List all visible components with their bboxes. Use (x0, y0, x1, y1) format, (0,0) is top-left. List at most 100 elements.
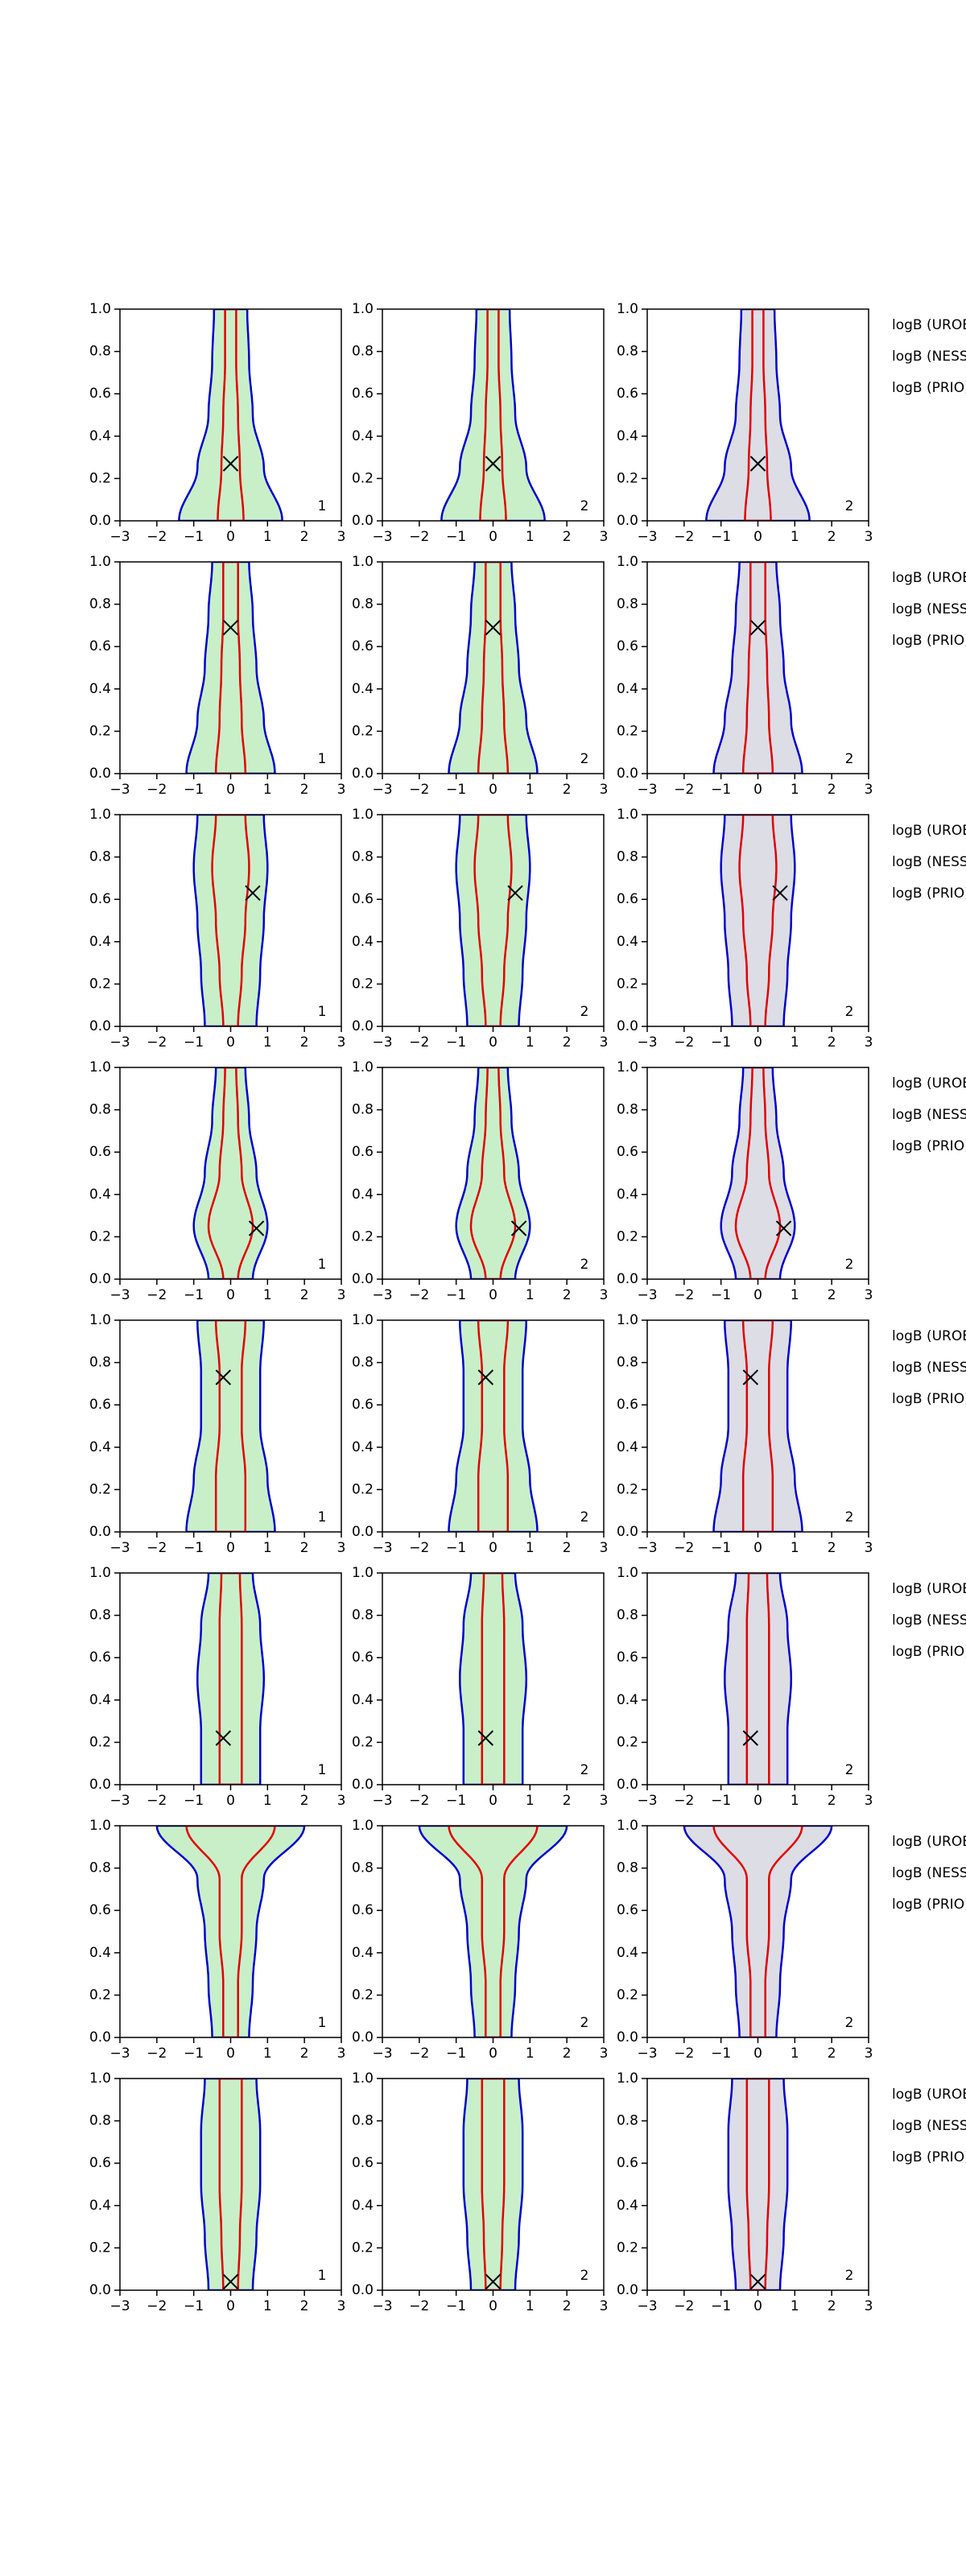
y-tick-label: 1.0 (617, 807, 638, 823)
y-tick-label: 0.4 (352, 1692, 374, 1708)
y-tick-label: 0.2 (89, 976, 111, 992)
y-tick-label: 0.4 (617, 934, 638, 950)
y-tick-label: 0.8 (89, 849, 111, 865)
y-tick-label: 0.0 (89, 513, 111, 529)
x-tick-label: 0 (226, 2298, 235, 2314)
x-tick-label: 1 (526, 2298, 535, 2314)
x-tick-label: −1 (446, 2046, 466, 2062)
y-tick-label: 1.0 (617, 1312, 638, 1328)
y-tick-label: 1.0 (617, 554, 638, 570)
x-tick-label: 2 (563, 1034, 572, 1051)
panel-label: 2 (845, 2268, 854, 2284)
marker-x (222, 2273, 239, 2290)
x-tick-label: 1 (263, 1793, 272, 1809)
outer-contour (448, 1320, 539, 1532)
y-tick-label: 1.0 (352, 1818, 374, 1834)
plot-area (683, 1826, 833, 2037)
y-tick-label: 0.2 (352, 1228, 374, 1245)
panel-label: 2 (845, 1257, 854, 1273)
annotation: logB (PRIO) = (892, 380, 966, 396)
y-tick-label: 0.4 (352, 681, 374, 697)
outer-contour (192, 815, 269, 1026)
x-tick-label: 2 (300, 1793, 309, 1809)
x-tick-label: 0 (489, 1287, 497, 1303)
x-tick-label: 2 (828, 2046, 836, 2062)
y-tick-label: 0.4 (352, 2198, 374, 2214)
panel-label: 2 (580, 1004, 589, 1020)
y-tick-label: 1.0 (352, 807, 374, 823)
x-tick-label: 3 (337, 782, 346, 798)
y-tick-label: 0.0 (89, 766, 111, 782)
marker-x (742, 1730, 759, 1746)
panel-label: 2 (845, 1762, 854, 1778)
y-tick-label: 0.4 (89, 2198, 111, 2214)
x-tick-label: 3 (337, 529, 346, 545)
x-tick-label: −2 (147, 1034, 167, 1051)
y-tick-label: 0.8 (617, 849, 638, 865)
x-tick-label: 3 (337, 2046, 346, 2062)
y-tick-label: 0.6 (352, 891, 374, 907)
x-tick-label: −3 (109, 2298, 130, 2314)
plot-area (192, 815, 269, 1026)
plot-area (196, 1573, 266, 1785)
plot-area (459, 1573, 528, 1785)
x-tick-label: 3 (865, 1034, 873, 1051)
x-tick-label: −1 (711, 1034, 731, 1051)
x-tick-label: −2 (674, 529, 694, 545)
y-tick-label: 0.0 (352, 766, 374, 782)
y-tick-label: 0.6 (89, 1397, 111, 1413)
x-tick-label: −2 (409, 1034, 429, 1051)
x-tick-label: 1 (263, 529, 272, 545)
x-tick-label: 1 (791, 782, 799, 798)
outer-contour (196, 1573, 266, 1785)
x-tick-label: −3 (637, 2298, 657, 2314)
marker-x (485, 456, 502, 472)
y-tick-label: 0.2 (89, 1481, 111, 1497)
x-tick-label: 2 (563, 2046, 572, 2062)
density-fill (419, 1826, 568, 2037)
x-tick-label: −2 (674, 1287, 694, 1303)
x-tick-label: −2 (674, 782, 694, 798)
y-tick-label: 0.2 (352, 1734, 374, 1750)
y-tick-label: 0.8 (617, 344, 638, 360)
x-tick-label: 1 (791, 1034, 799, 1051)
x-tick-label: −2 (409, 782, 429, 798)
outer-contour (712, 1320, 803, 1532)
plot-area (727, 2079, 789, 2290)
y-tick-label: 0.0 (617, 1018, 638, 1034)
y-tick-label: 0.2 (352, 723, 374, 739)
panel-label: 2 (580, 2268, 589, 2284)
x-tick-label: −1 (446, 2298, 466, 2314)
y-tick-label: 0.6 (617, 1902, 638, 1918)
marker-x (749, 456, 766, 472)
annotation: logB (NESS) = (892, 601, 966, 617)
x-tick-label: 3 (600, 782, 609, 798)
y-tick-label: 0.8 (617, 597, 638, 613)
x-tick-label: −1 (711, 1793, 731, 1809)
y-tick-label: 0.6 (617, 1649, 638, 1666)
y-tick-label: 0.8 (352, 1608, 374, 1624)
x-tick-label: 2 (300, 782, 309, 798)
panel-label: 2 (845, 498, 854, 514)
x-tick-label: −1 (446, 1034, 466, 1051)
panel-label: 2 (580, 498, 589, 514)
marker-x (742, 1369, 759, 1385)
y-tick-label: 0.2 (617, 470, 638, 486)
x-tick-label: −1 (184, 1540, 204, 1556)
y-tick-label: 1.0 (352, 1312, 374, 1328)
x-tick-label: 3 (337, 2298, 346, 2314)
x-tick-label: 2 (563, 1793, 572, 1809)
y-tick-label: 1.0 (89, 807, 111, 823)
marker-x (485, 2273, 502, 2290)
outer-contour (418, 1826, 568, 2037)
density-fill (186, 562, 275, 774)
density-fill (200, 2079, 261, 2290)
x-tick-label: 2 (828, 1793, 836, 1809)
density-fill (179, 309, 283, 521)
annotation: logB (UROB) = (892, 823, 966, 839)
x-tick-label: −1 (446, 782, 466, 798)
x-tick-label: 3 (865, 529, 873, 545)
x-tick-label: 1 (526, 1793, 535, 1809)
y-tick-label: 0.4 (617, 1692, 638, 1708)
